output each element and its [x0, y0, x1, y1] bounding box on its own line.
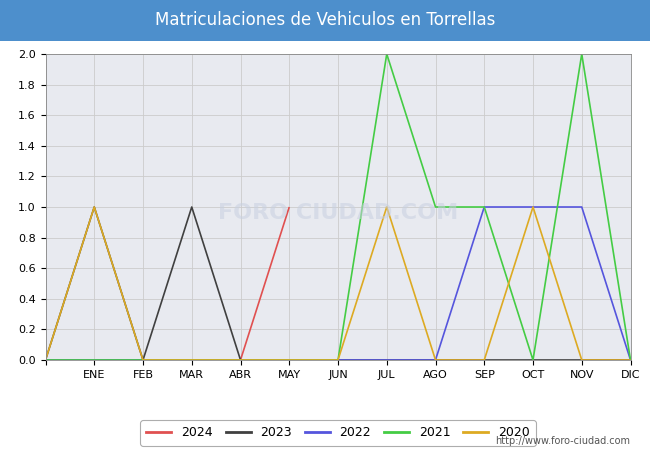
Text: http://www.foro-ciudad.com: http://www.foro-ciudad.com: [495, 436, 630, 446]
Legend: 2024, 2023, 2022, 2021, 2020: 2024, 2023, 2022, 2021, 2020: [140, 420, 536, 446]
Text: FORO CIUDAD.COM: FORO CIUDAD.COM: [218, 203, 458, 223]
Text: Matriculaciones de Vehiculos en Torrellas: Matriculaciones de Vehiculos en Torrella…: [155, 11, 495, 29]
